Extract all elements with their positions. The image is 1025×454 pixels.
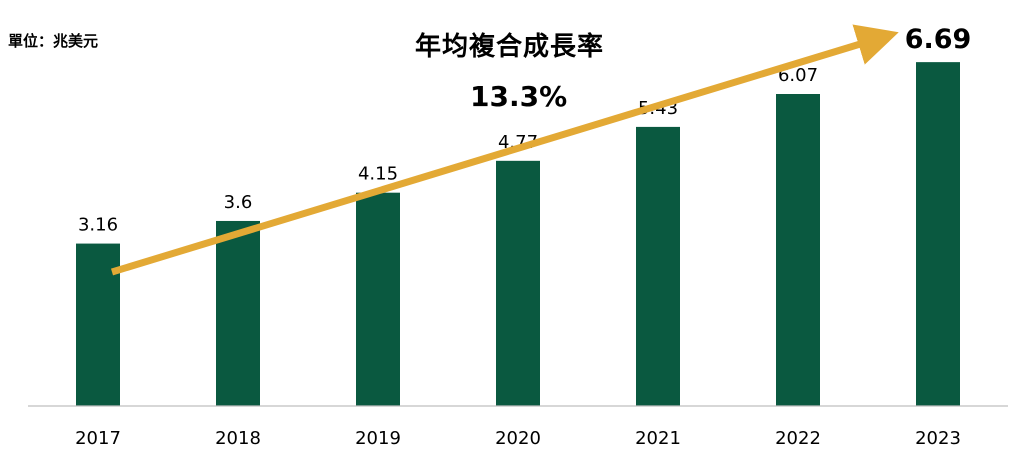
- bar-2020: [496, 160, 540, 406]
- cagr-title: 年均複合成長率: [415, 32, 605, 62]
- value-label-2018: 3.6: [224, 192, 253, 213]
- x-tick-label-2020: 2020: [495, 428, 541, 449]
- value-label-2017: 3.16: [78, 215, 118, 236]
- x-tick-label-2017: 2017: [75, 428, 121, 449]
- x-tick-label-2019: 2019: [355, 428, 401, 449]
- x-tick-label-2022: 2022: [775, 428, 821, 449]
- cagr-value: 13.3%: [470, 80, 568, 113]
- value-label-2019: 4.15: [358, 164, 398, 185]
- bar-2023: [916, 62, 960, 406]
- growth-trend-arrow: [110, 24, 899, 276]
- value-label-2022: 6.07: [778, 65, 818, 86]
- unit-label: 單位：兆美元: [8, 32, 99, 50]
- x-tick-label-2023: 2023: [915, 428, 961, 449]
- x-tick-label-2021: 2021: [635, 428, 681, 449]
- bar-2018: [216, 220, 260, 406]
- bar-2022: [776, 94, 820, 406]
- bar-2019: [356, 192, 400, 406]
- x-tick-label-2018: 2018: [215, 428, 261, 449]
- value-label-2023: 6.69: [905, 24, 972, 55]
- bar-2021: [636, 126, 680, 406]
